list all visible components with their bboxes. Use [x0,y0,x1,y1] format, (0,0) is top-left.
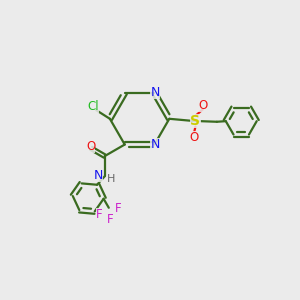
Text: O: O [198,99,208,112]
Text: S: S [190,114,200,128]
Text: H: H [107,174,116,184]
Text: F: F [107,213,114,226]
Text: F: F [96,208,103,221]
Text: F: F [115,202,122,215]
Text: N: N [150,138,160,151]
Text: O: O [86,140,95,153]
Text: N: N [93,169,103,182]
Text: O: O [189,131,199,144]
Text: N: N [150,86,160,99]
Text: Cl: Cl [87,100,98,112]
